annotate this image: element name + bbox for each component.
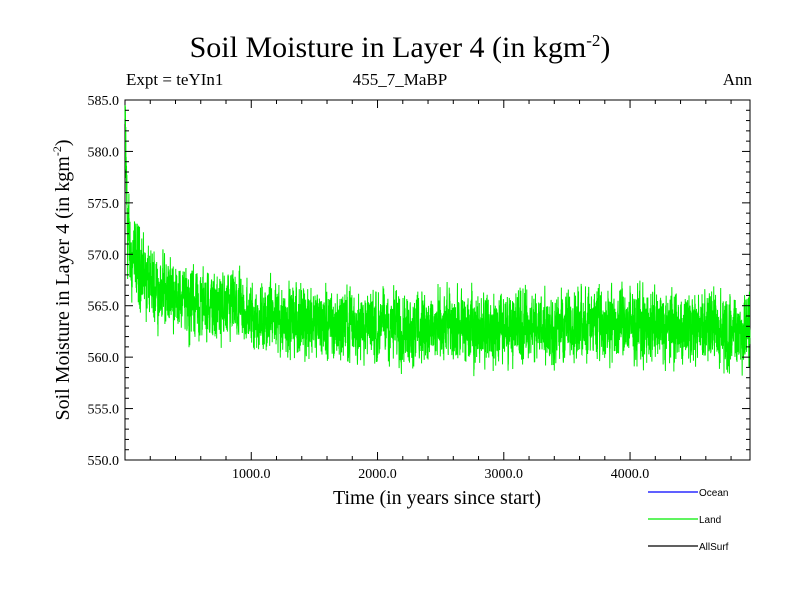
y-tick-label: 580.0 — [88, 145, 120, 160]
y-tick-label: 575.0 — [88, 197, 120, 212]
ticks-layer: 550.0 555.0 560.0 565.0 570.0 575.0 580.0 585.0… — [88, 94, 750, 482]
y-tick-label: 550.0 — [88, 454, 120, 469]
y-tick-label: 560.0 — [88, 351, 120, 366]
y-tick-label: 585.0 — [88, 94, 120, 109]
x-tick-label: 1000.0 — [232, 467, 271, 482]
x-tick-label: 3000.0 — [485, 467, 524, 482]
legend: Ocean Land AllSurf — [648, 488, 729, 553]
x-tick-label: 4000.0 — [611, 467, 650, 482]
chart-title-superscript: -2 — [586, 31, 601, 50]
chart-title: Soil Moisture in Layer 4 (in kgm-2) — [189, 31, 611, 64]
x-axis-title: Time (in years since start) — [333, 487, 541, 509]
experiment-label: Expt = teYIn1 — [126, 70, 224, 89]
series-layer — [124, 105, 751, 377]
plot-frame — [124, 99, 751, 461]
y-tick-label: 555.0 — [88, 403, 120, 418]
y-axis-title: Soil Moisture in Layer 4 (in kgm-2) — [50, 139, 74, 420]
season-label: Ann — [722, 70, 752, 89]
legend-label-allsurf: AllSurf — [699, 542, 729, 553]
legend-label-ocean: Ocean — [699, 488, 728, 499]
y-tick-label: 565.0 — [88, 300, 120, 315]
y-tick-label: 570.0 — [88, 248, 120, 263]
series-line-land — [124, 105, 751, 377]
x-tick-label: 2000.0 — [358, 467, 397, 482]
subtitle: 455_7_MaBP — [352, 70, 448, 89]
legend-label-land: Land — [699, 515, 721, 526]
